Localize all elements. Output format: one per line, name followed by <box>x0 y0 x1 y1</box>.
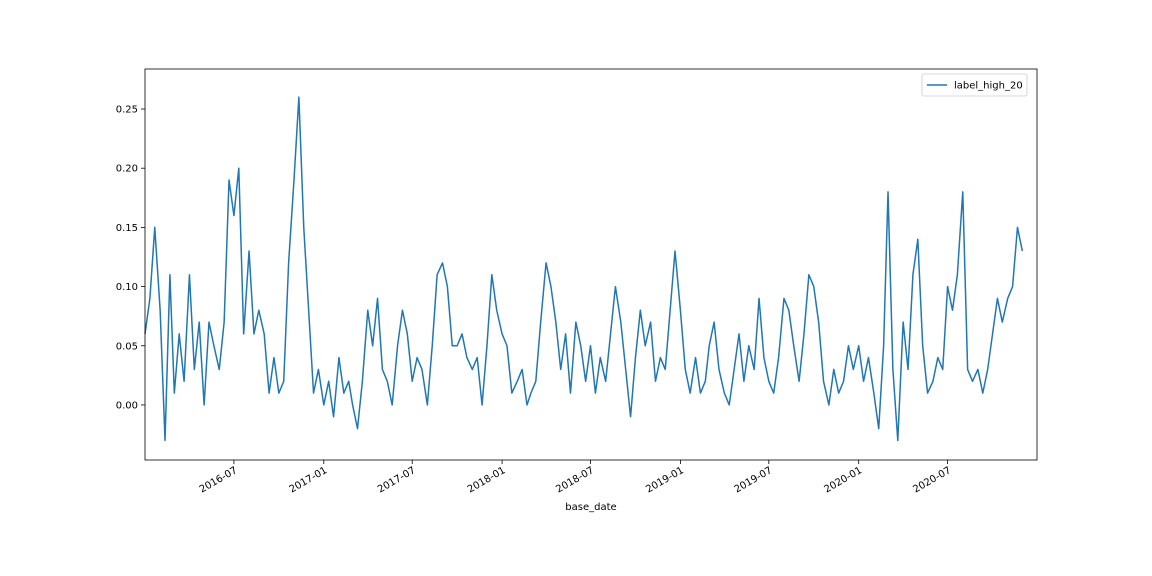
x-axis-label: base_date <box>565 502 616 513</box>
y-tick-label: 0.25 <box>116 105 138 116</box>
y-tick-label: 0.20 <box>116 164 138 175</box>
legend-box <box>921 73 1028 97</box>
legend: label_high_20 <box>921 73 1028 97</box>
plot-frame <box>144 68 1038 461</box>
legend-label: label_high_20 <box>954 81 1023 92</box>
y-tick-label: 0.00 <box>116 400 138 411</box>
y-tick-label: 0.10 <box>116 282 138 293</box>
y-tick-label: 0.05 <box>116 341 138 352</box>
y-tick-label: 0.15 <box>116 223 138 234</box>
data-line <box>144 96 1024 442</box>
